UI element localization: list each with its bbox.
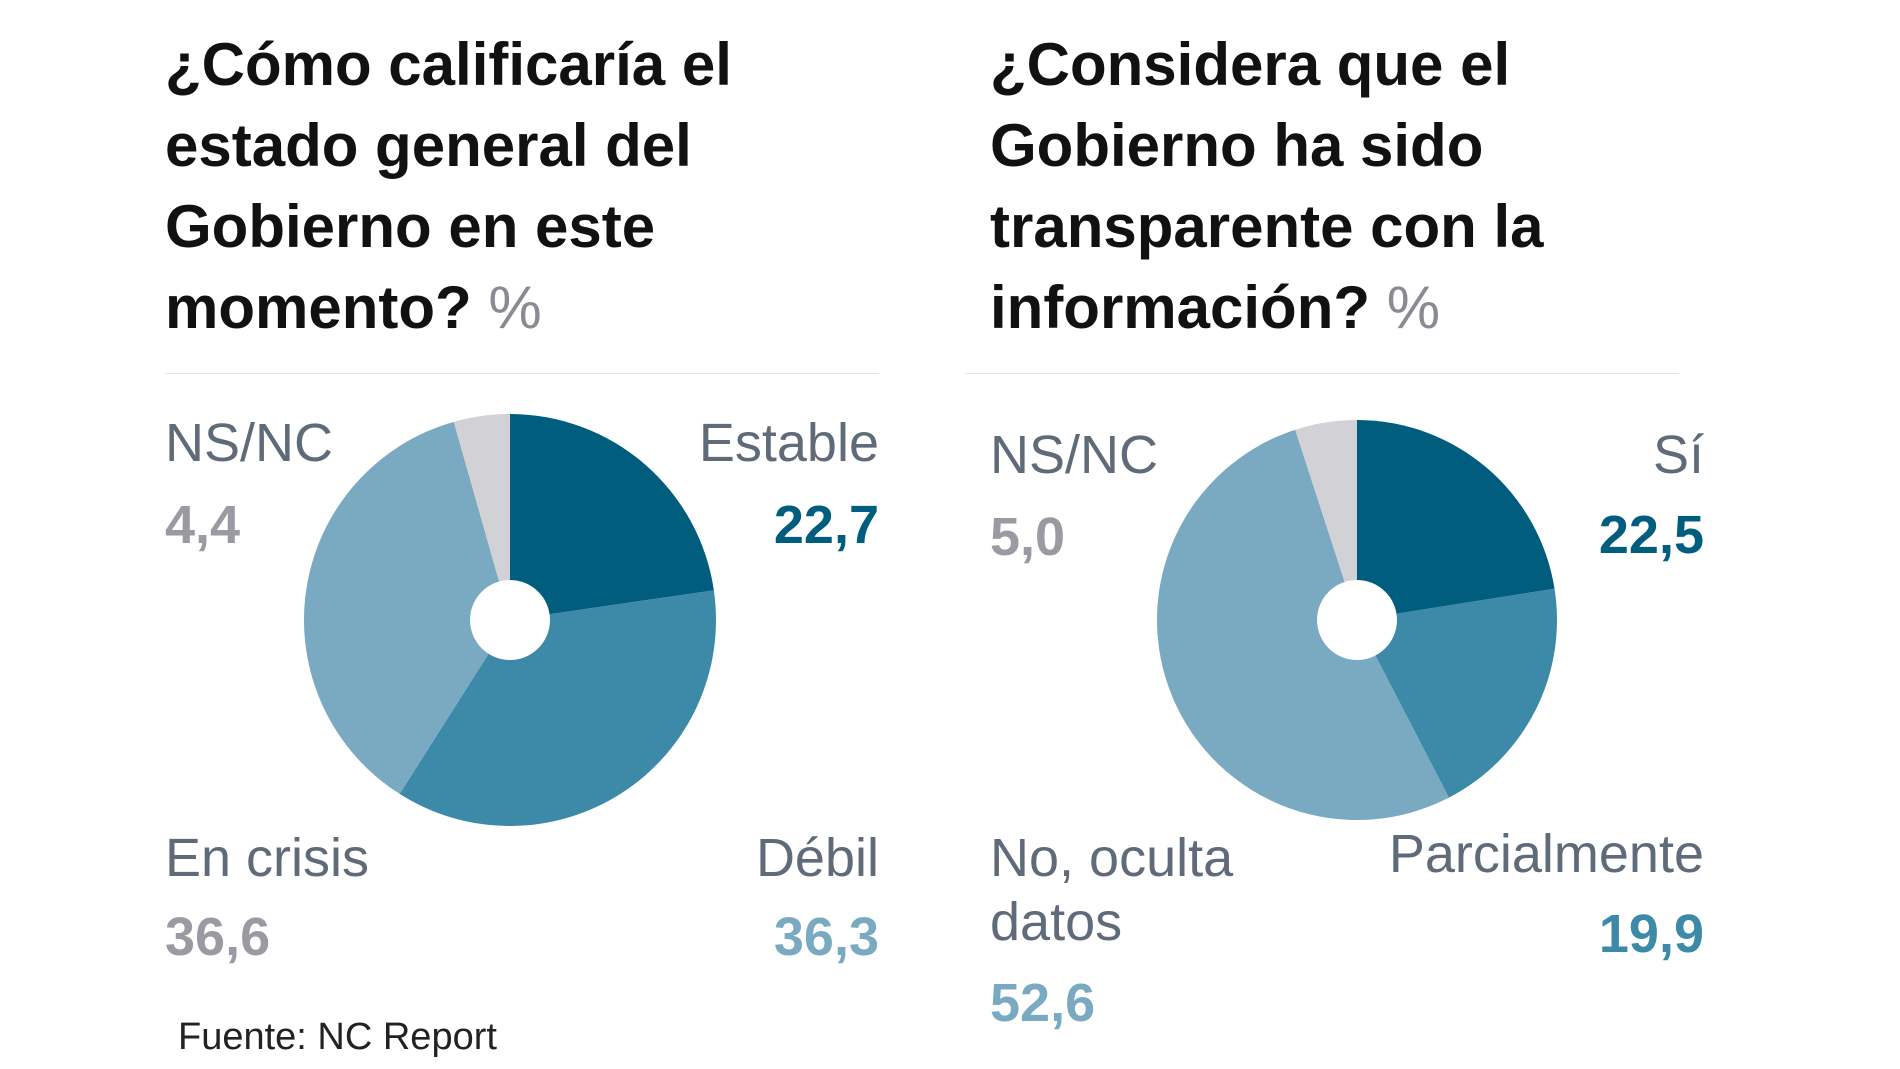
slice-label-nsnc: NS/NC: [990, 425, 1159, 485]
slice-label-estable: Estable: [698, 413, 879, 473]
pie-slice-ns-nc: [1295, 420, 1357, 620]
source-note: Fuente: NC Report: [178, 1016, 497, 1058]
slice-label-debil: Débil: [755, 828, 879, 888]
chart-panel-estado: ¿Cómo calificaría el estado general del …: [165, 0, 879, 1069]
slice-value-en-crisis: 36,6: [165, 907, 271, 967]
slice-label-en-crisis: En crisis: [165, 828, 370, 888]
pie-slice-parcialmente: [1357, 588, 1557, 798]
pie-slice-estable: [510, 414, 714, 620]
slice-label-parcialmente: Parcialmente: [1388, 824, 1704, 884]
slice-value-estable: 22,7: [773, 495, 879, 555]
donut-hole: [1317, 580, 1397, 660]
donut-hole: [470, 580, 550, 660]
slice-value-si: 22,5: [1598, 505, 1704, 565]
chart-title: ¿Considera que el Gobierno ha sido trans…: [990, 24, 1704, 348]
slice-label-nsnc: NS/NC: [165, 413, 334, 473]
pie-slice-ns-nc: [453, 414, 510, 620]
slice-value-no-oculta-datos: 52,6: [990, 973, 1096, 1033]
pie-slice-débil: [399, 590, 716, 826]
divider: [965, 373, 1679, 374]
chart-title-text: ¿Considera que el Gobierno ha sido trans…: [990, 31, 1544, 341]
chart-unit: %: [488, 274, 542, 341]
slice-label-no-oculta-datos: No, oculta datos: [990, 828, 1234, 952]
chart-title: ¿Cómo calificaría el estado general del …: [165, 24, 879, 348]
slice-value-nsnc: 5,0: [990, 507, 1066, 567]
pie-chart-transparencia: [1157, 420, 1557, 820]
chart-unit: %: [1386, 274, 1441, 341]
pie-chart-estado: [303, 414, 716, 826]
slice-value-parcialmente: 19,9: [1598, 904, 1704, 964]
divider: [165, 373, 879, 374]
slice-value-nsnc: 4,4: [165, 495, 241, 555]
pie-slice-no-oculta-datos: [1157, 429, 1449, 820]
slice-value-debil: 36,3: [773, 907, 879, 967]
pie-slice-sí: [1357, 420, 1555, 620]
chart-panel-transparencia: ¿Considera que el Gobierno ha sido trans…: [965, 0, 1704, 1069]
pie-slice-en-crisis: [303, 421, 510, 794]
slice-label-si: Sí: [1652, 425, 1704, 485]
chart-title-text: ¿Cómo calificaría el estado general del …: [165, 31, 732, 341]
